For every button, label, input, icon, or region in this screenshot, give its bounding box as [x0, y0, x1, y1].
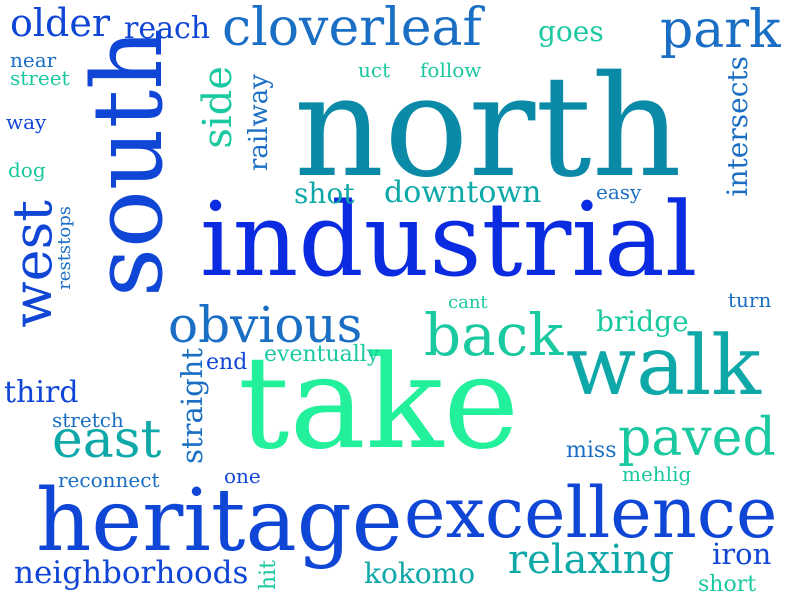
word-iron: iron [712, 537, 772, 571]
word-cant: cant [448, 292, 488, 313]
word-railway: railway [244, 74, 274, 172]
word-one: one [224, 464, 261, 488]
word-straight: straight [175, 348, 209, 464]
word-relaxing: relaxing [508, 537, 675, 583]
word-bridge: bridge [596, 305, 689, 338]
word-easy: easy [596, 180, 642, 204]
word-miss: miss [566, 438, 617, 463]
word-industrial: industrial [200, 181, 698, 300]
word-back: back [424, 301, 564, 369]
word-way: way [6, 110, 47, 134]
word-kokomo: kokomo [364, 557, 476, 590]
word-reststops: reststops [54, 206, 75, 290]
word-turn: turn [728, 288, 772, 312]
word-mehlig: mehlig [622, 462, 692, 486]
word-downtown: downtown [384, 175, 542, 210]
word-north: north [294, 46, 682, 209]
word-street: street [10, 66, 70, 90]
word-west: west [1, 200, 64, 328]
word-south: south [72, 28, 184, 298]
word-take: take [238, 329, 520, 478]
word-goes: goes [538, 15, 604, 48]
word-walk: walk [566, 319, 761, 414]
word-dog: dog [8, 158, 46, 182]
word-park: park [660, 0, 781, 60]
word-stretch: stretch [52, 408, 124, 432]
word-eventually: eventually [264, 342, 380, 367]
word-uct: uct [358, 58, 391, 82]
word-excellence: excellence [404, 472, 778, 554]
word-near: near [10, 48, 57, 72]
word-side: side [195, 66, 241, 149]
word-hit: hit [256, 560, 281, 591]
word-reach: reach [124, 11, 211, 46]
word-cloverleaf: cloverleaf [222, 0, 482, 58]
word-short: short [698, 572, 757, 597]
word-end: end [206, 350, 248, 375]
word-follow: follow [420, 58, 482, 82]
word-obvious: obvious [168, 296, 363, 354]
word-older: older [10, 1, 111, 45]
word-heritage: heritage [36, 471, 403, 571]
word-neighborhoods: neighborhoods [14, 555, 249, 591]
word-shot: shot [294, 177, 355, 210]
word-intersects: intersects [721, 56, 754, 197]
word-third: third [4, 375, 79, 410]
word-east: east [52, 410, 162, 470]
word-paved: paved [618, 408, 776, 468]
word-reconnect: reconnect [58, 468, 160, 492]
